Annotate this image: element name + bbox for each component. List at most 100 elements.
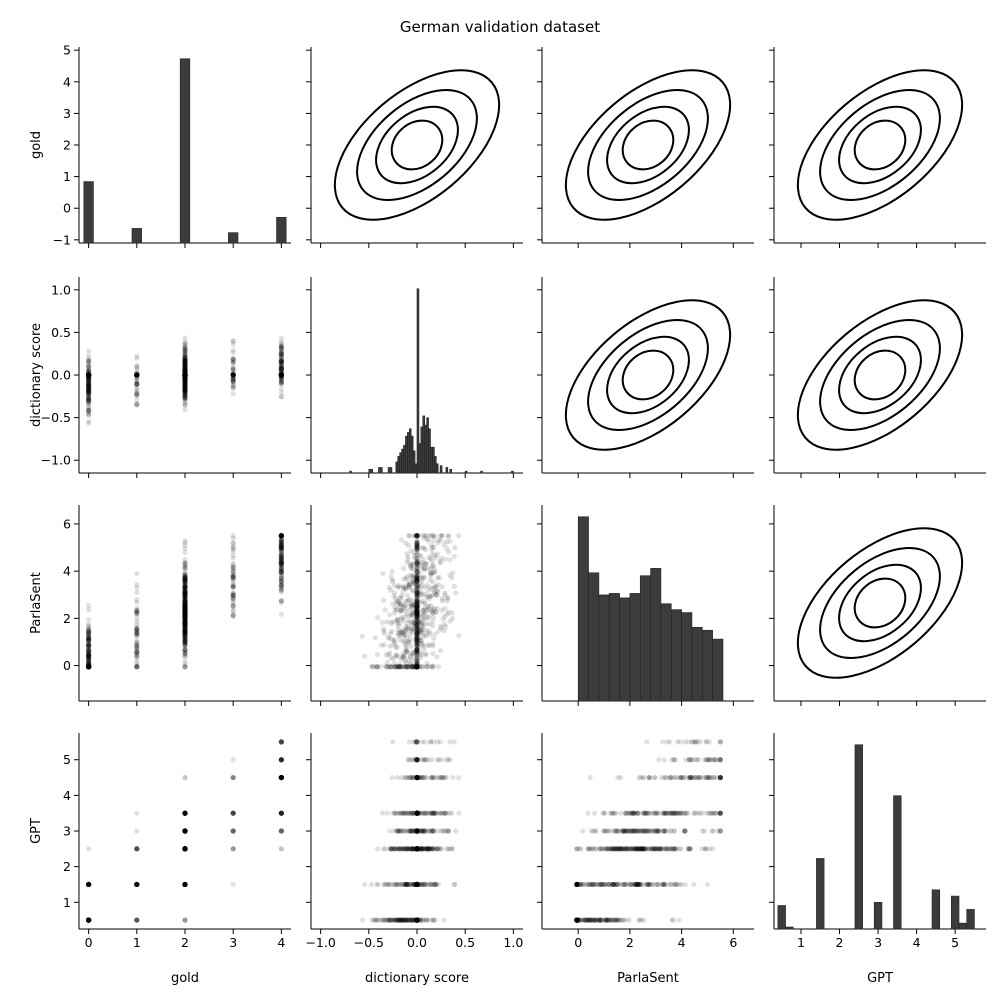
scatter-point bbox=[278, 358, 284, 364]
scatter-point bbox=[230, 338, 236, 345]
scatter-point bbox=[182, 828, 188, 834]
scatter-point bbox=[427, 577, 433, 583]
scatter-point bbox=[278, 365, 284, 371]
scatter-point bbox=[278, 377, 284, 383]
scatter-point bbox=[230, 349, 236, 356]
scatter-point bbox=[182, 384, 188, 390]
y-axis-label: gold bbox=[29, 131, 44, 159]
scatter-point bbox=[412, 881, 418, 888]
scatter-point bbox=[182, 382, 188, 388]
scatter-point bbox=[182, 387, 188, 393]
scatter-point bbox=[403, 540, 409, 546]
scatter-point bbox=[182, 372, 188, 378]
scatter-point bbox=[86, 348, 92, 354]
scatter-point bbox=[182, 367, 188, 373]
scatter-point bbox=[278, 372, 284, 378]
scatter-point bbox=[182, 387, 188, 393]
scatter-point bbox=[86, 420, 92, 426]
scatter-point bbox=[278, 374, 284, 380]
scatter-point bbox=[134, 401, 140, 408]
scatter-point bbox=[182, 379, 188, 385]
scatter-point bbox=[436, 537, 442, 543]
scatter-point bbox=[393, 599, 399, 605]
scatter-point bbox=[182, 356, 188, 362]
scatter-point bbox=[182, 354, 188, 360]
scatter-point bbox=[423, 547, 429, 553]
x-axis-label: ParlaSent bbox=[617, 971, 679, 986]
scatter-point bbox=[422, 739, 428, 745]
scatter-point bbox=[406, 810, 412, 816]
scatter-point bbox=[443, 810, 449, 816]
scatter-point bbox=[86, 846, 92, 852]
scatter-point bbox=[456, 810, 462, 816]
scatter-point bbox=[425, 587, 431, 593]
scatter-point bbox=[182, 372, 188, 378]
scatter-point bbox=[134, 380, 140, 387]
panel-0-2 bbox=[537, 47, 754, 248]
scatter-point bbox=[182, 374, 188, 380]
scatter-point bbox=[397, 810, 403, 816]
scatter-point bbox=[230, 371, 236, 378]
scatter-point bbox=[134, 642, 140, 648]
scatter-point bbox=[86, 372, 92, 378]
y-tick-label: 2 bbox=[63, 859, 71, 874]
scatter-point bbox=[86, 372, 92, 378]
scatter-point bbox=[134, 372, 140, 378]
scatter-point bbox=[230, 596, 236, 602]
scatter-point bbox=[86, 626, 92, 632]
scatter-point bbox=[412, 609, 418, 615]
scatter-point bbox=[182, 374, 188, 380]
scatter-point bbox=[86, 383, 92, 389]
scatter-point bbox=[395, 917, 401, 923]
scatter-point bbox=[230, 370, 236, 376]
scatter-point bbox=[374, 881, 380, 888]
scatter-point bbox=[182, 379, 188, 385]
scatter-point bbox=[182, 339, 188, 345]
scatter-point bbox=[230, 774, 236, 781]
scatter-point bbox=[182, 354, 188, 360]
scatter-point bbox=[182, 375, 188, 381]
scatter-point bbox=[86, 396, 92, 403]
scatter-point bbox=[435, 881, 442, 888]
scatter-point bbox=[585, 810, 591, 816]
scatter-point bbox=[230, 810, 236, 816]
panels-grid: −1012345gold−1.0−0.50.00.51.0dictionary … bbox=[29, 43, 986, 986]
scatter-point bbox=[86, 372, 92, 378]
scatter-point bbox=[182, 369, 188, 375]
scatter-point bbox=[419, 575, 425, 581]
scatter-point bbox=[427, 846, 433, 852]
scatter-point bbox=[86, 372, 92, 378]
scatter-point bbox=[86, 381, 92, 388]
scatter-point bbox=[230, 364, 236, 371]
scatter-point bbox=[182, 372, 188, 378]
scatter-point bbox=[134, 597, 140, 603]
scatter-point bbox=[439, 774, 446, 781]
scatter-point bbox=[182, 374, 188, 380]
scatter-point bbox=[182, 372, 188, 378]
scatter-point bbox=[278, 380, 284, 386]
scatter-point bbox=[182, 372, 188, 378]
y-tick-label: 5 bbox=[63, 752, 71, 767]
scatter-point bbox=[453, 590, 459, 596]
scatter-point bbox=[362, 881, 368, 888]
scatter-point bbox=[278, 394, 284, 400]
scatter-point bbox=[86, 372, 92, 378]
scatter-point bbox=[182, 368, 188, 374]
scatter-point bbox=[134, 372, 140, 378]
scatter-point bbox=[451, 553, 457, 560]
y-tick-label: 4 bbox=[63, 564, 71, 579]
scatter-point bbox=[230, 375, 236, 381]
scatter-point bbox=[182, 628, 188, 635]
scatter-point bbox=[230, 372, 236, 378]
y-tick-label: 1.0 bbox=[51, 282, 71, 297]
scatter-point bbox=[182, 371, 188, 377]
hist-bar bbox=[445, 467, 449, 474]
y-tick-label: 5 bbox=[63, 43, 71, 58]
scatter-point bbox=[86, 372, 92, 378]
scatter-point bbox=[182, 372, 188, 378]
scatter-point bbox=[414, 594, 420, 600]
hist-bar bbox=[639, 575, 651, 702]
scatter-point bbox=[393, 607, 399, 613]
scatter-point bbox=[182, 372, 188, 378]
scatter-point bbox=[134, 372, 140, 378]
